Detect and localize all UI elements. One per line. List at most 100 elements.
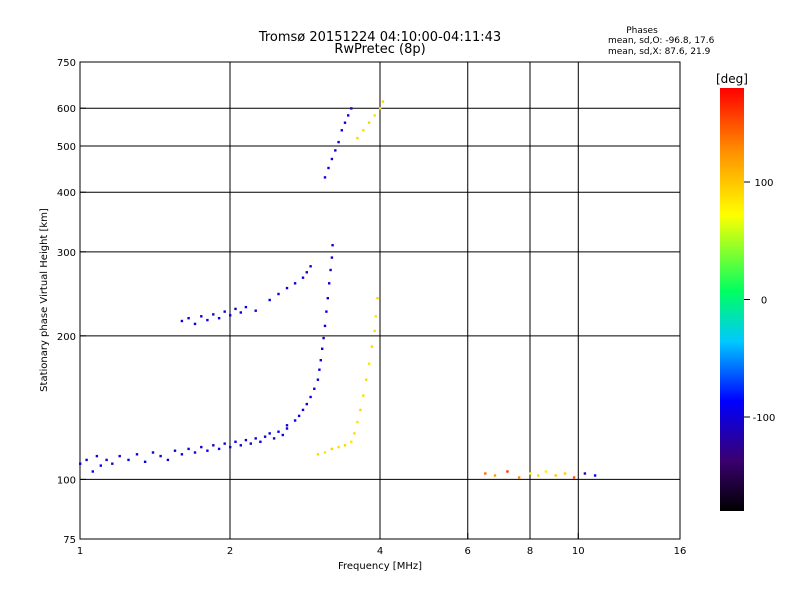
data-point	[323, 324, 327, 328]
data-point	[223, 442, 226, 445]
data-point	[229, 314, 232, 317]
data-point	[379, 107, 382, 110]
data-point	[263, 435, 267, 438]
data-point	[277, 292, 280, 296]
data-point	[297, 414, 301, 418]
y-tick-label: 600	[57, 104, 76, 115]
data-point	[206, 449, 209, 452]
y-tick-label: 75	[63, 535, 76, 546]
data-point	[347, 114, 350, 117]
data-point	[326, 297, 329, 300]
data-point	[91, 470, 94, 473]
data-point	[322, 336, 325, 340]
x-tick-label: 4	[377, 546, 383, 557]
colorbar-tick-label: 0	[761, 296, 767, 307]
data-point	[330, 447, 334, 451]
data-point	[376, 297, 379, 300]
data-point	[316, 453, 320, 456]
data-point	[143, 460, 147, 463]
data-point	[330, 157, 334, 161]
data-point	[217, 317, 221, 320]
data-point	[484, 472, 487, 475]
y-axis-label: Stationary phase Virtual Height [km]	[39, 208, 50, 392]
y-tick-label: 300	[57, 248, 76, 259]
data-point	[572, 476, 576, 479]
data-point	[323, 176, 327, 179]
x-tick-labels: 1 2 4 6 8 10 16	[77, 546, 687, 557]
data-point	[293, 419, 297, 422]
data-point	[268, 432, 271, 435]
data-point	[330, 256, 334, 259]
grid-lines	[79, 61, 681, 540]
data-point	[362, 394, 365, 397]
data-point	[285, 427, 289, 430]
data-points	[79, 100, 597, 479]
data-point	[544, 470, 548, 473]
data-point	[367, 362, 371, 365]
data-point	[99, 464, 102, 467]
data-point	[337, 140, 340, 144]
data-point	[316, 378, 320, 381]
data-point	[206, 318, 209, 322]
data-point	[118, 454, 121, 458]
data-point	[329, 268, 332, 272]
data-point	[217, 447, 221, 451]
data-point	[327, 166, 330, 170]
data-point	[239, 444, 242, 447]
data-point	[381, 100, 385, 103]
data-point	[321, 347, 324, 350]
data-point	[223, 310, 226, 313]
data-point	[135, 453, 139, 456]
y-tick-label: 200	[57, 332, 76, 343]
data-point	[159, 454, 162, 458]
x-tick-label: 1	[77, 546, 83, 557]
data-point	[374, 315, 377, 318]
data-point	[281, 433, 284, 437]
data-point	[328, 282, 331, 285]
data-point	[229, 445, 232, 449]
data-point	[309, 265, 312, 268]
data-point	[200, 445, 203, 449]
y-tick-label: 100	[57, 475, 76, 486]
data-point	[305, 271, 308, 274]
data-point	[151, 451, 155, 454]
data-point	[343, 121, 347, 124]
data-point	[293, 282, 297, 285]
data-point	[506, 470, 509, 473]
stats-heading: Phases	[626, 26, 658, 36]
chart-title: Tromsø 20151224 04:10:00-04:11:43	[258, 30, 501, 45]
x-tick-label: 6	[465, 546, 471, 557]
data-point	[563, 472, 567, 475]
x-axis-label: Frequency [MHz]	[338, 561, 422, 572]
data-point	[193, 451, 197, 454]
data-point	[319, 359, 322, 362]
data-point	[301, 276, 305, 279]
data-point	[323, 451, 327, 454]
data-point	[239, 311, 242, 314]
data-point	[268, 298, 271, 302]
stats-x-line: mean, sd,X: 87.6, 21.9	[608, 47, 711, 57]
data-point	[234, 440, 237, 443]
data-point	[356, 420, 359, 424]
data-point	[353, 432, 356, 435]
y-tick-labels: 75 100 200 300 400 500 600 750	[57, 58, 76, 546]
data-point	[313, 387, 316, 390]
data-point	[259, 440, 262, 443]
data-point	[309, 395, 312, 399]
data-point	[193, 322, 197, 326]
data-point	[187, 317, 190, 320]
data-point	[212, 313, 215, 316]
data-point	[180, 453, 184, 456]
data-point	[85, 458, 88, 462]
data-point	[593, 474, 597, 477]
data-point	[173, 449, 177, 452]
chart-subtitle: RwPretec (8p)	[334, 42, 425, 57]
y-tick-label: 500	[57, 142, 76, 153]
data-point	[244, 305, 248, 309]
data-point	[359, 408, 362, 412]
data-point	[554, 474, 557, 477]
data-point	[583, 472, 587, 475]
data-point	[127, 458, 130, 462]
data-point	[517, 476, 521, 479]
